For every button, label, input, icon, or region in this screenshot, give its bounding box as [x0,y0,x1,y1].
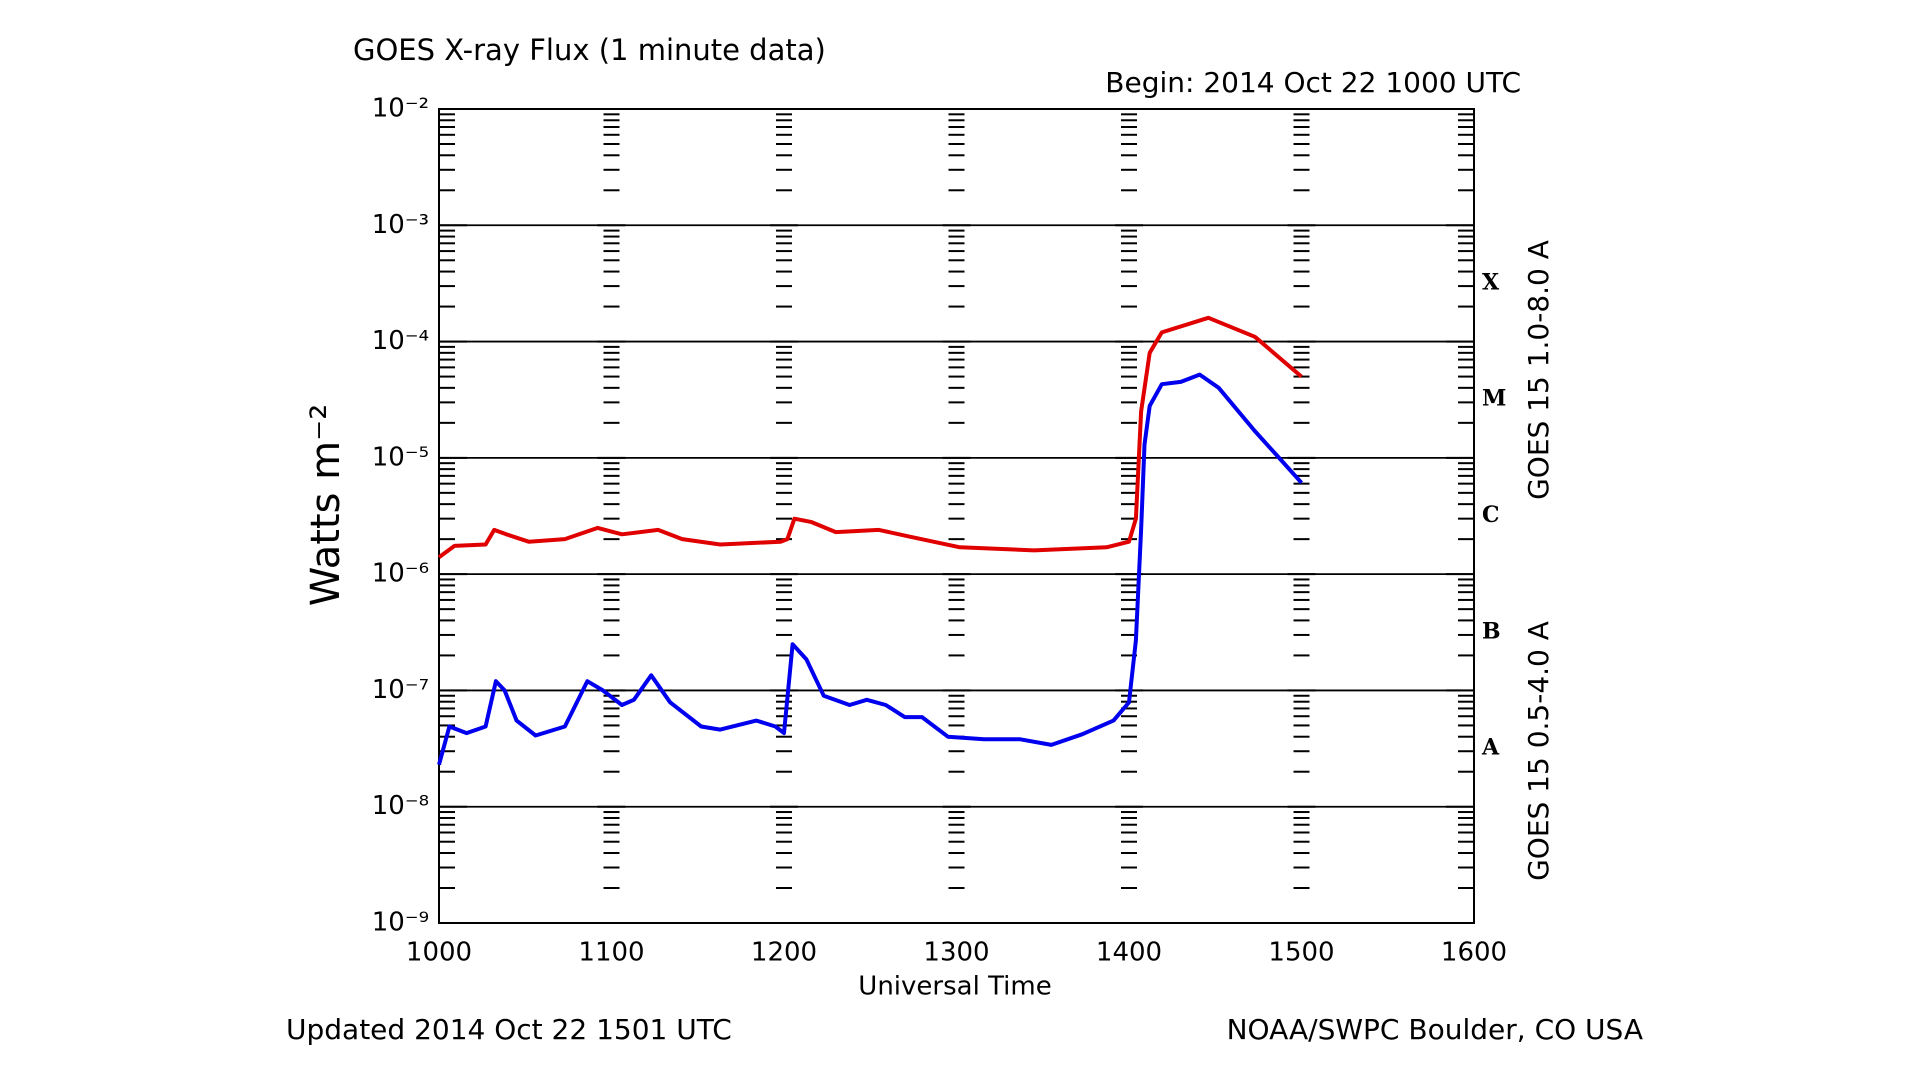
y-tick-label: 10⁻⁶ [372,559,429,589]
chart-title: GOES X-ray Flux (1 minute data) [353,33,826,67]
series-line [437,315,1303,559]
flare-class-label: A [1481,735,1500,761]
y-axis-label: Watts m⁻² [303,404,349,607]
y-tick-label: 10⁻³ [372,210,429,240]
flare-class-label: M [1482,386,1506,412]
x-axis-label: Universal Time [858,972,1051,1002]
legend-entry: GOES 15 1.0-8.0 A [1522,240,1555,500]
footer-left: Updated 2014 Oct 22 1501 UTC [286,1013,732,1046]
flare-class-label: X [1482,269,1500,295]
x-tick-label: 1400 [1096,938,1162,968]
chart-subtitle: Begin: 2014 Oct 22 1000 UTC [1105,66,1521,99]
plot-frame [438,108,1475,924]
y-tick-label: 10⁻⁹ [372,908,429,938]
y-tick-label: 10⁻⁸ [372,791,429,821]
footer-right: NOAA/SWPC Boulder, CO USA [1227,1013,1643,1046]
x-tick-label: 1600 [1441,938,1507,968]
y-tick-label: 10⁻⁷ [372,675,429,705]
x-tick-label: 1500 [1268,938,1334,968]
y-tick-label: 10⁻⁴ [372,326,429,356]
series-line [437,372,1303,766]
legend-entry: GOES 15 0.5-4.0 A [1522,621,1555,881]
y-tick-label: 10⁻⁵ [372,442,429,472]
y-tick-label: 10⁻² [372,94,429,124]
x-tick-label: 1200 [751,938,817,968]
x-tick-label: 1300 [923,938,989,968]
flare-class-label: C [1482,502,1500,528]
flare-class-label: B [1482,618,1501,644]
x-tick-label: 1100 [578,938,644,968]
x-tick-label: 1000 [406,938,472,968]
